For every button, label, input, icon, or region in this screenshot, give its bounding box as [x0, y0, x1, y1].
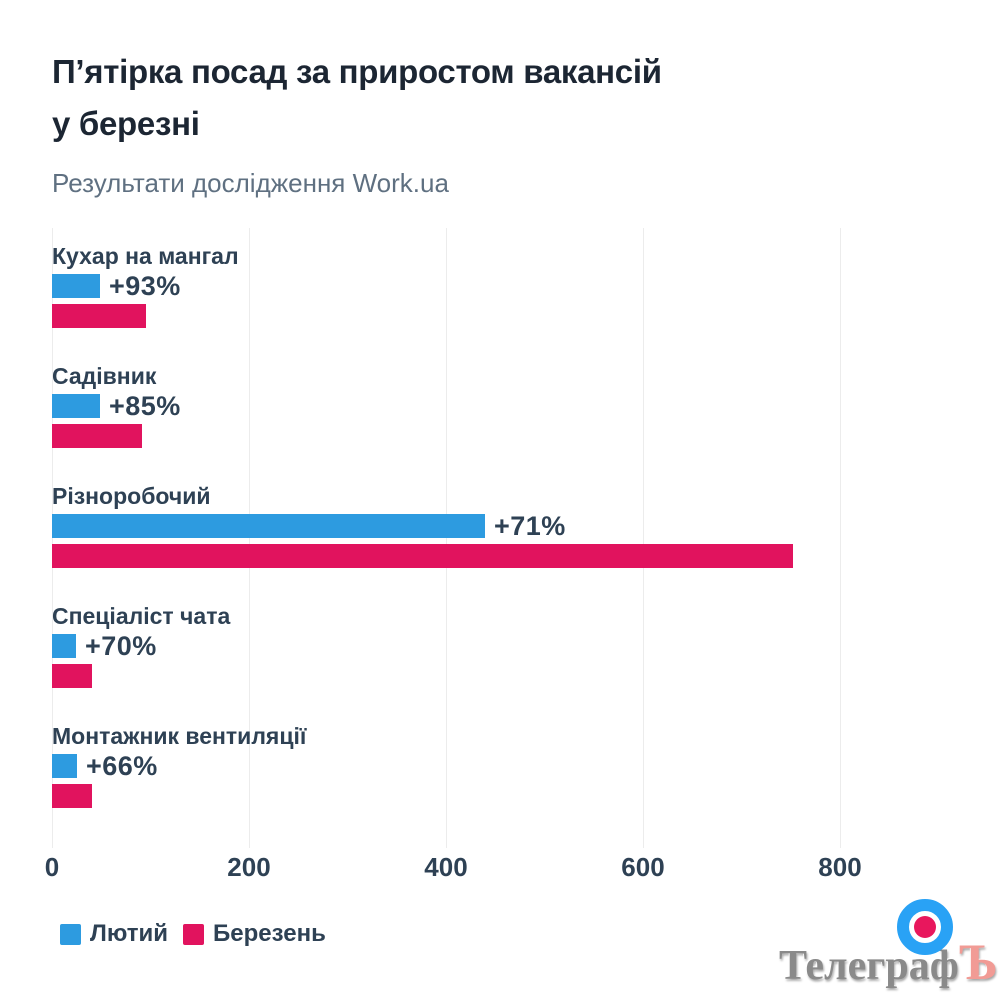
gridline-600 [643, 228, 644, 848]
gridline-400 [446, 228, 447, 848]
march-bar [52, 784, 92, 808]
x-tick-label-800: 800 [818, 852, 862, 882]
publisher-logo: ТелеграфЪ [779, 938, 998, 990]
category-label: Садівник [52, 363, 157, 389]
february-bar [52, 754, 77, 778]
gridline-800 [840, 228, 841, 848]
growth-label: +71% [494, 510, 566, 541]
target-icon [897, 899, 953, 955]
growth-label: +93% [109, 270, 181, 301]
march-bar [52, 304, 146, 328]
gridline-200 [249, 228, 250, 848]
february-bar [52, 634, 76, 658]
legend: Лютий Березень [60, 920, 326, 948]
legend-label-february: Лютий [90, 920, 168, 947]
march-bar [52, 544, 793, 568]
march-swatch [183, 923, 204, 945]
february-bar [52, 274, 100, 298]
february-swatch [60, 923, 81, 945]
growth-label: +66% [86, 750, 158, 781]
target-icon-center-dot [914, 916, 936, 938]
chart-row: Кухар на мангал +93% [52, 243, 960, 328]
x-tick-label-600: 600 [621, 852, 665, 882]
publisher-logo-suffix: Ъ [958, 935, 998, 991]
growth-label: +85% [109, 390, 181, 421]
chart-title-line1: П’ятірка посад за приростом вакансій [52, 53, 662, 90]
legend-item-february: Лютий [60, 920, 168, 948]
chart-row: Різноробочий +71% [52, 483, 960, 568]
chart-row: Спеціаліст чата +70% [52, 603, 960, 688]
grouped-bar-chart: 0 200 400 600 800 Кухар на мангал +93% Садівник… [45, 228, 960, 882]
growth-label: +70% [85, 630, 157, 661]
category-label: Різноробочий [52, 483, 211, 509]
legend-label-march: Березень [213, 920, 326, 947]
category-label: Спеціаліст чата [52, 603, 231, 629]
category-label: Монтажник вентиляції [52, 723, 307, 749]
x-tick-label-400: 400 [424, 852, 468, 882]
x-tick-label-0: 0 [44, 852, 60, 882]
march-bar [52, 664, 92, 688]
february-bar [52, 514, 485, 538]
chart-row: Монтажник вентиляції +66% [52, 723, 960, 808]
february-bar [52, 394, 100, 418]
chart-title-line2: у березні [52, 105, 200, 142]
legend-item-march: Березень [183, 920, 326, 948]
chart-title: П’ятірка посад за приростом вакансій у бе… [52, 46, 662, 150]
x-tick-label-200: 200 [227, 852, 271, 882]
category-label: Кухар на мангал [52, 243, 239, 269]
chart-row: Садівник +85% [52, 363, 960, 448]
chart-subtitle: Результати дослідження Work.ua [52, 168, 449, 198]
march-bar [52, 424, 142, 448]
gridline-0 [52, 228, 53, 848]
